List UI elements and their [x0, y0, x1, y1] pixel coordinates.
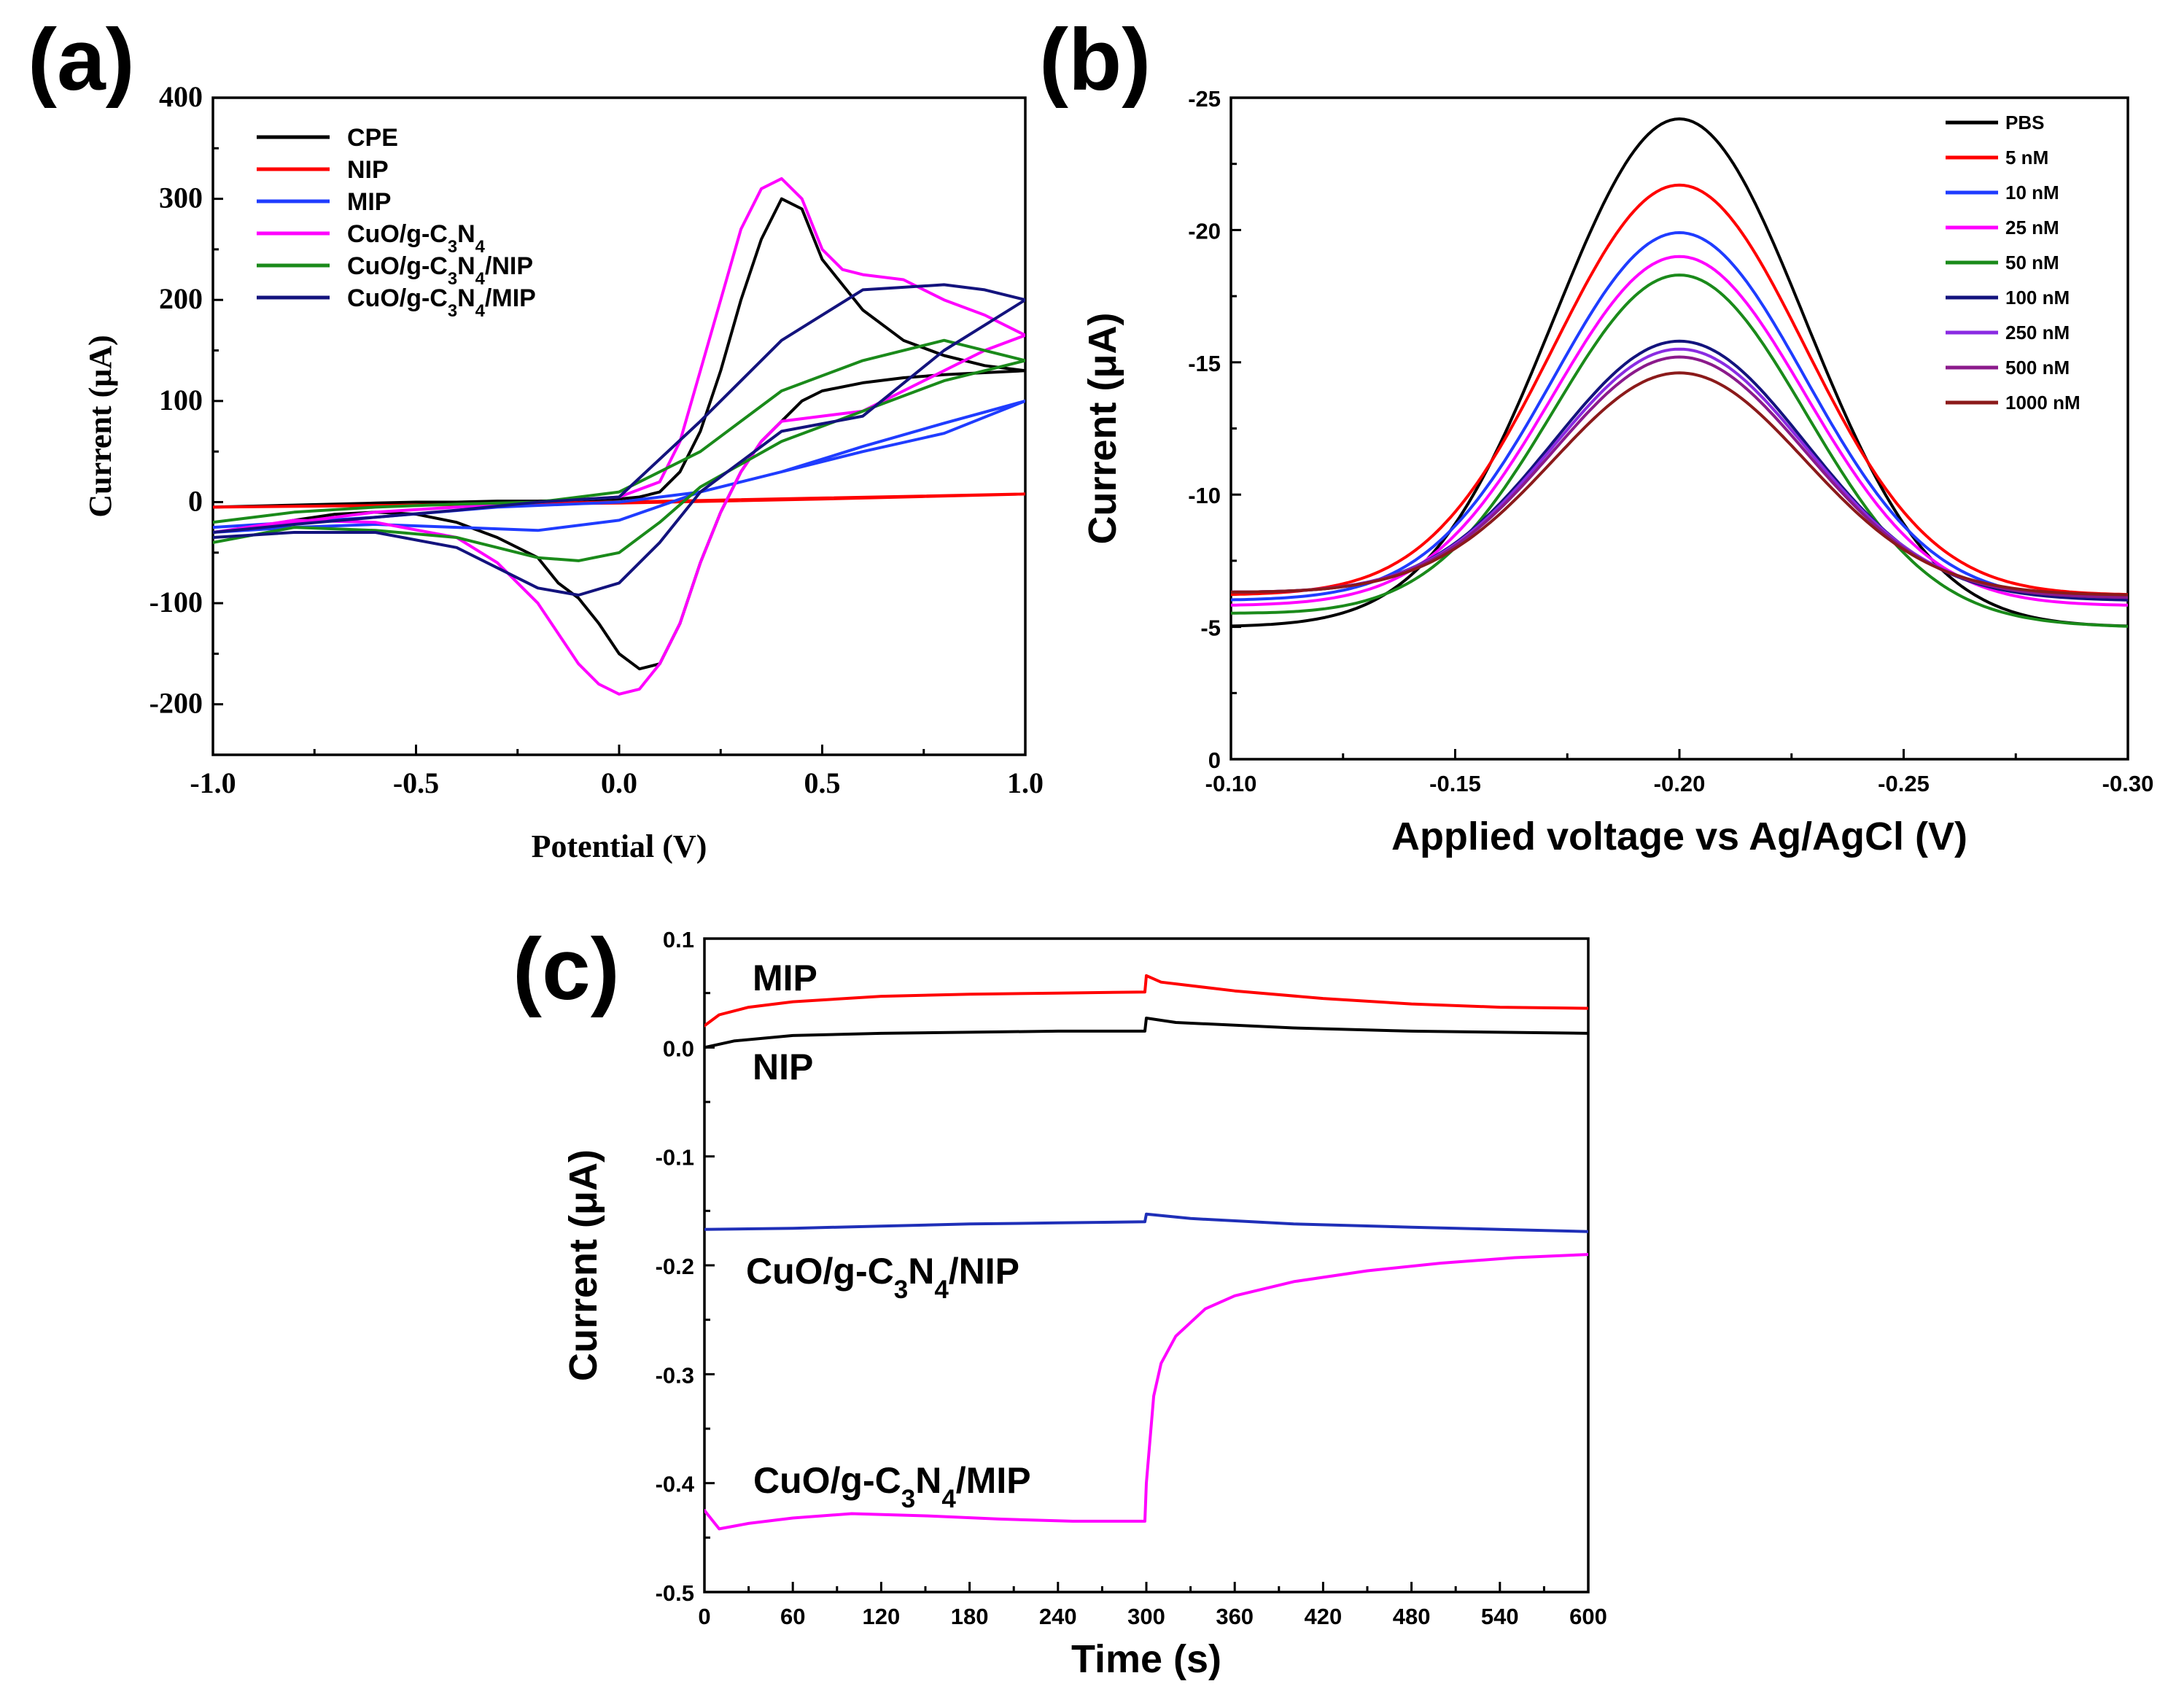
- y-tick-label: -10: [1188, 483, 1221, 508]
- legend-label: 250 nM: [2005, 322, 2070, 343]
- series-group: [1231, 117, 2128, 628]
- y-tick-label: 0: [188, 484, 203, 517]
- x-tick-label: -0.15: [1429, 771, 1481, 796]
- y-tick-label: -0.1: [656, 1145, 694, 1171]
- x-tick-label: -0.30: [2102, 771, 2154, 796]
- x-tick-label: 600: [1569, 1604, 1607, 1629]
- series-line-a-4: [213, 338, 1025, 562]
- x-tick-label: 60: [780, 1604, 805, 1629]
- legend-label: 10 nM: [2005, 182, 2059, 203]
- legend-label: 5 nM: [2005, 147, 2048, 168]
- plot-frame: [1229, 96, 2129, 761]
- x-tick-label: 240: [1039, 1604, 1077, 1629]
- x-axis-label: Potential (V): [532, 828, 707, 864]
- series-line-c-1: [704, 1017, 1588, 1049]
- y-tick-label: -0.2: [656, 1254, 694, 1279]
- y-axis-label: Current (μA): [82, 335, 118, 517]
- series-line-b-6: [1231, 347, 2128, 599]
- y-tick-label: 300: [159, 182, 203, 214]
- y-tick-label: -5: [1200, 616, 1221, 641]
- series-line-b-2: [1231, 231, 2128, 602]
- chart-b: -0.10 -0.15 -0.20 -0.25 -0.30 0 -5 -10 -15 -20 -25…: [1081, 86, 2153, 858]
- x-axis-label: Applied voltage vs Ag/AgCl (V): [1391, 815, 1967, 858]
- x-tick-label: 1.0: [1007, 766, 1044, 799]
- panel-c-label: (c): [513, 920, 620, 1018]
- x-tick-label: 0: [698, 1604, 710, 1629]
- series-line-b-7: [1231, 355, 2128, 599]
- y-axis-label: Current (μA): [1081, 312, 1124, 544]
- y-tick-label: -100: [149, 586, 203, 618]
- x-tick-label: -1.0: [190, 766, 236, 799]
- x-tick-label: 420: [1305, 1604, 1343, 1629]
- series-group: [213, 176, 1025, 696]
- x-tick-label: 180: [951, 1604, 989, 1629]
- series-line-b-5: [1231, 339, 2128, 602]
- y-tick-label: 400: [159, 80, 203, 113]
- legend-label: 50 nM: [2005, 252, 2059, 273]
- x-axis-label: Time (s): [1071, 1637, 1221, 1681]
- x-tick-label: 480: [1393, 1604, 1431, 1629]
- x-tick-label: -0.10: [1205, 771, 1257, 796]
- y-tick-label: -15: [1188, 351, 1221, 376]
- x-tick-label: -0.5: [393, 766, 439, 799]
- legend-label: 1000 nM: [2005, 392, 2080, 414]
- series-line-c-2: [704, 1212, 1588, 1233]
- legend-label: CPE: [347, 124, 398, 152]
- legend-label: PBS: [2005, 112, 2044, 133]
- legend-label: CuO/g-C3N4: [347, 220, 486, 257]
- panel-a-label: (a): [28, 11, 135, 109]
- legend-label: 100 nM: [2005, 287, 2070, 308]
- y-tick-label: -0.3: [656, 1362, 694, 1388]
- legend-label: MIP: [347, 188, 391, 216]
- y-tick-label: 200: [159, 282, 203, 315]
- series-line-a-3: [213, 176, 1025, 696]
- series-line-b-4: [1231, 273, 2128, 628]
- y-tick-label: 0: [1208, 748, 1221, 773]
- series-annotation: CuO/g-C3N4/NIP: [746, 1251, 1019, 1304]
- legend-label: 500 nM: [2005, 357, 2070, 379]
- series-line-c-0: [704, 974, 1588, 1028]
- y-tick-label: -25: [1188, 86, 1221, 112]
- series-annotation: MIP: [753, 958, 817, 998]
- chart-a: -1.0 -0.5 0.0 0.5 1.0 -200 -100 0 100 200 300 400 Po…: [82, 80, 1044, 864]
- series-group: [704, 974, 1588, 1531]
- y-tick-label: 0.1: [663, 927, 694, 952]
- x-tick-label: 360: [1216, 1604, 1254, 1629]
- series-annotation: CuO/g-C3N4/MIP: [753, 1460, 1031, 1513]
- series-line-b-8: [1231, 371, 2128, 597]
- series-line-a-2: [213, 399, 1025, 534]
- x-tick-label: 300: [1127, 1604, 1165, 1629]
- y-tick-label: -20: [1188, 218, 1221, 244]
- legend-label: 25 nM: [2005, 217, 2059, 238]
- legend-label: NIP: [347, 156, 389, 184]
- panel-b-label: (b): [1039, 11, 1151, 109]
- y-tick-label: 100: [159, 384, 203, 416]
- x-tick-label: 0.0: [601, 766, 637, 799]
- series-line-b-3: [1231, 255, 2128, 607]
- series-annotation: NIP: [753, 1047, 813, 1087]
- x-tick-label: 0.5: [804, 766, 841, 799]
- y-tick-label: -200: [149, 687, 203, 720]
- series-line-c-3: [704, 1253, 1588, 1531]
- x-tick-label: 540: [1481, 1604, 1519, 1629]
- plot-frame: [211, 96, 1027, 756]
- x-tick-label: -0.25: [1878, 771, 1930, 796]
- series-line-b-1: [1231, 183, 2128, 597]
- y-tick-label: -0.4: [656, 1472, 695, 1497]
- legend-label: CuO/g-C3N4/NIP: [347, 252, 533, 289]
- x-tick-label: 120: [863, 1604, 901, 1629]
- series-line-a-5: [213, 283, 1025, 597]
- y-axis-label: Current (μA): [562, 1149, 605, 1381]
- x-tick-label: -0.20: [1654, 771, 1706, 796]
- y-tick-label: -0.5: [656, 1580, 694, 1606]
- y-tick-label: 0.0: [663, 1036, 694, 1061]
- chart-c: 0 60 120 180 240 300 360 420 480 540 600 -0.5 -0.4 -0…: [562, 927, 1607, 1681]
- legend-label: CuO/g-C3N4/MIP: [347, 284, 536, 321]
